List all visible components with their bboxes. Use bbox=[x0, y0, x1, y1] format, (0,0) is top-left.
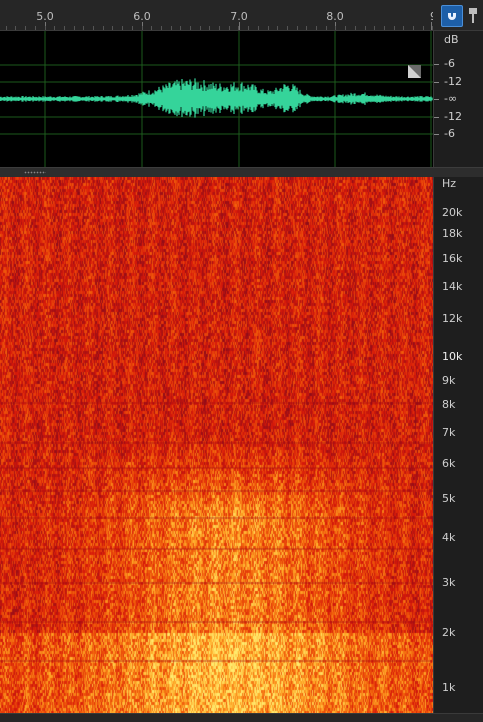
zoom-toggle-icon[interactable] bbox=[408, 65, 421, 78]
time-label: 5.0 bbox=[36, 10, 54, 23]
spectral-frequency-display[interactable] bbox=[0, 177, 433, 713]
frequency-label: 2k bbox=[442, 626, 456, 639]
splitter-grip-icon[interactable] bbox=[24, 171, 46, 174]
bottom-scrollbar[interactable] bbox=[0, 713, 483, 722]
frequency-label: 5k bbox=[442, 492, 456, 505]
frequency-label: 6k bbox=[442, 457, 456, 470]
time-label: 9.0 bbox=[430, 10, 433, 23]
waveform-display[interactable] bbox=[0, 31, 433, 167]
frequency-label: 12k bbox=[442, 312, 463, 325]
frequency-label: 4k bbox=[442, 531, 456, 544]
spectrogram bbox=[0, 177, 433, 713]
waveform bbox=[0, 31, 433, 167]
magnet-icon bbox=[448, 11, 456, 20]
frequency-label: 14k bbox=[442, 280, 463, 293]
frequency-label: 20k bbox=[442, 206, 463, 219]
frequency-label: 7k bbox=[442, 426, 456, 439]
snap-toggle-button[interactable] bbox=[441, 5, 463, 27]
frequency-scale[interactable]: Hz 20k 18k 16k 14k 12k 10k 9k 8k 7k 6k 5… bbox=[433, 177, 483, 713]
time-ruler[interactable]: 5.0 6.0 7.0 8.0 9.0 bbox=[0, 0, 433, 31]
amplitude-label: -12 bbox=[444, 110, 462, 123]
frequency-label: 9k bbox=[442, 374, 456, 387]
amplitude-label: -12 bbox=[444, 75, 462, 88]
pin-icon bbox=[469, 8, 477, 23]
frequency-unit: Hz bbox=[442, 177, 457, 190]
pin-button[interactable] bbox=[467, 6, 479, 26]
amplitude-label: -∞ bbox=[444, 92, 458, 105]
amplitude-label: -6 bbox=[444, 127, 455, 140]
frequency-label: 18k bbox=[442, 227, 463, 240]
frequency-label: 16k bbox=[442, 252, 463, 265]
amplitude-scale[interactable]: dB -6 -12 -∞ -12 -6 bbox=[433, 31, 483, 167]
time-label: 6.0 bbox=[133, 10, 151, 23]
time-label: 8.0 bbox=[326, 10, 344, 23]
time-label: 7.0 bbox=[230, 10, 248, 23]
frequency-label: 8k bbox=[442, 398, 456, 411]
frequency-label: 3k bbox=[442, 576, 456, 589]
view-toolbar bbox=[433, 0, 483, 31]
amplitude-unit: dB bbox=[444, 33, 459, 46]
frequency-label: 10k bbox=[442, 350, 463, 363]
frequency-label: 1k bbox=[442, 681, 456, 694]
amplitude-label: -6 bbox=[444, 57, 455, 70]
